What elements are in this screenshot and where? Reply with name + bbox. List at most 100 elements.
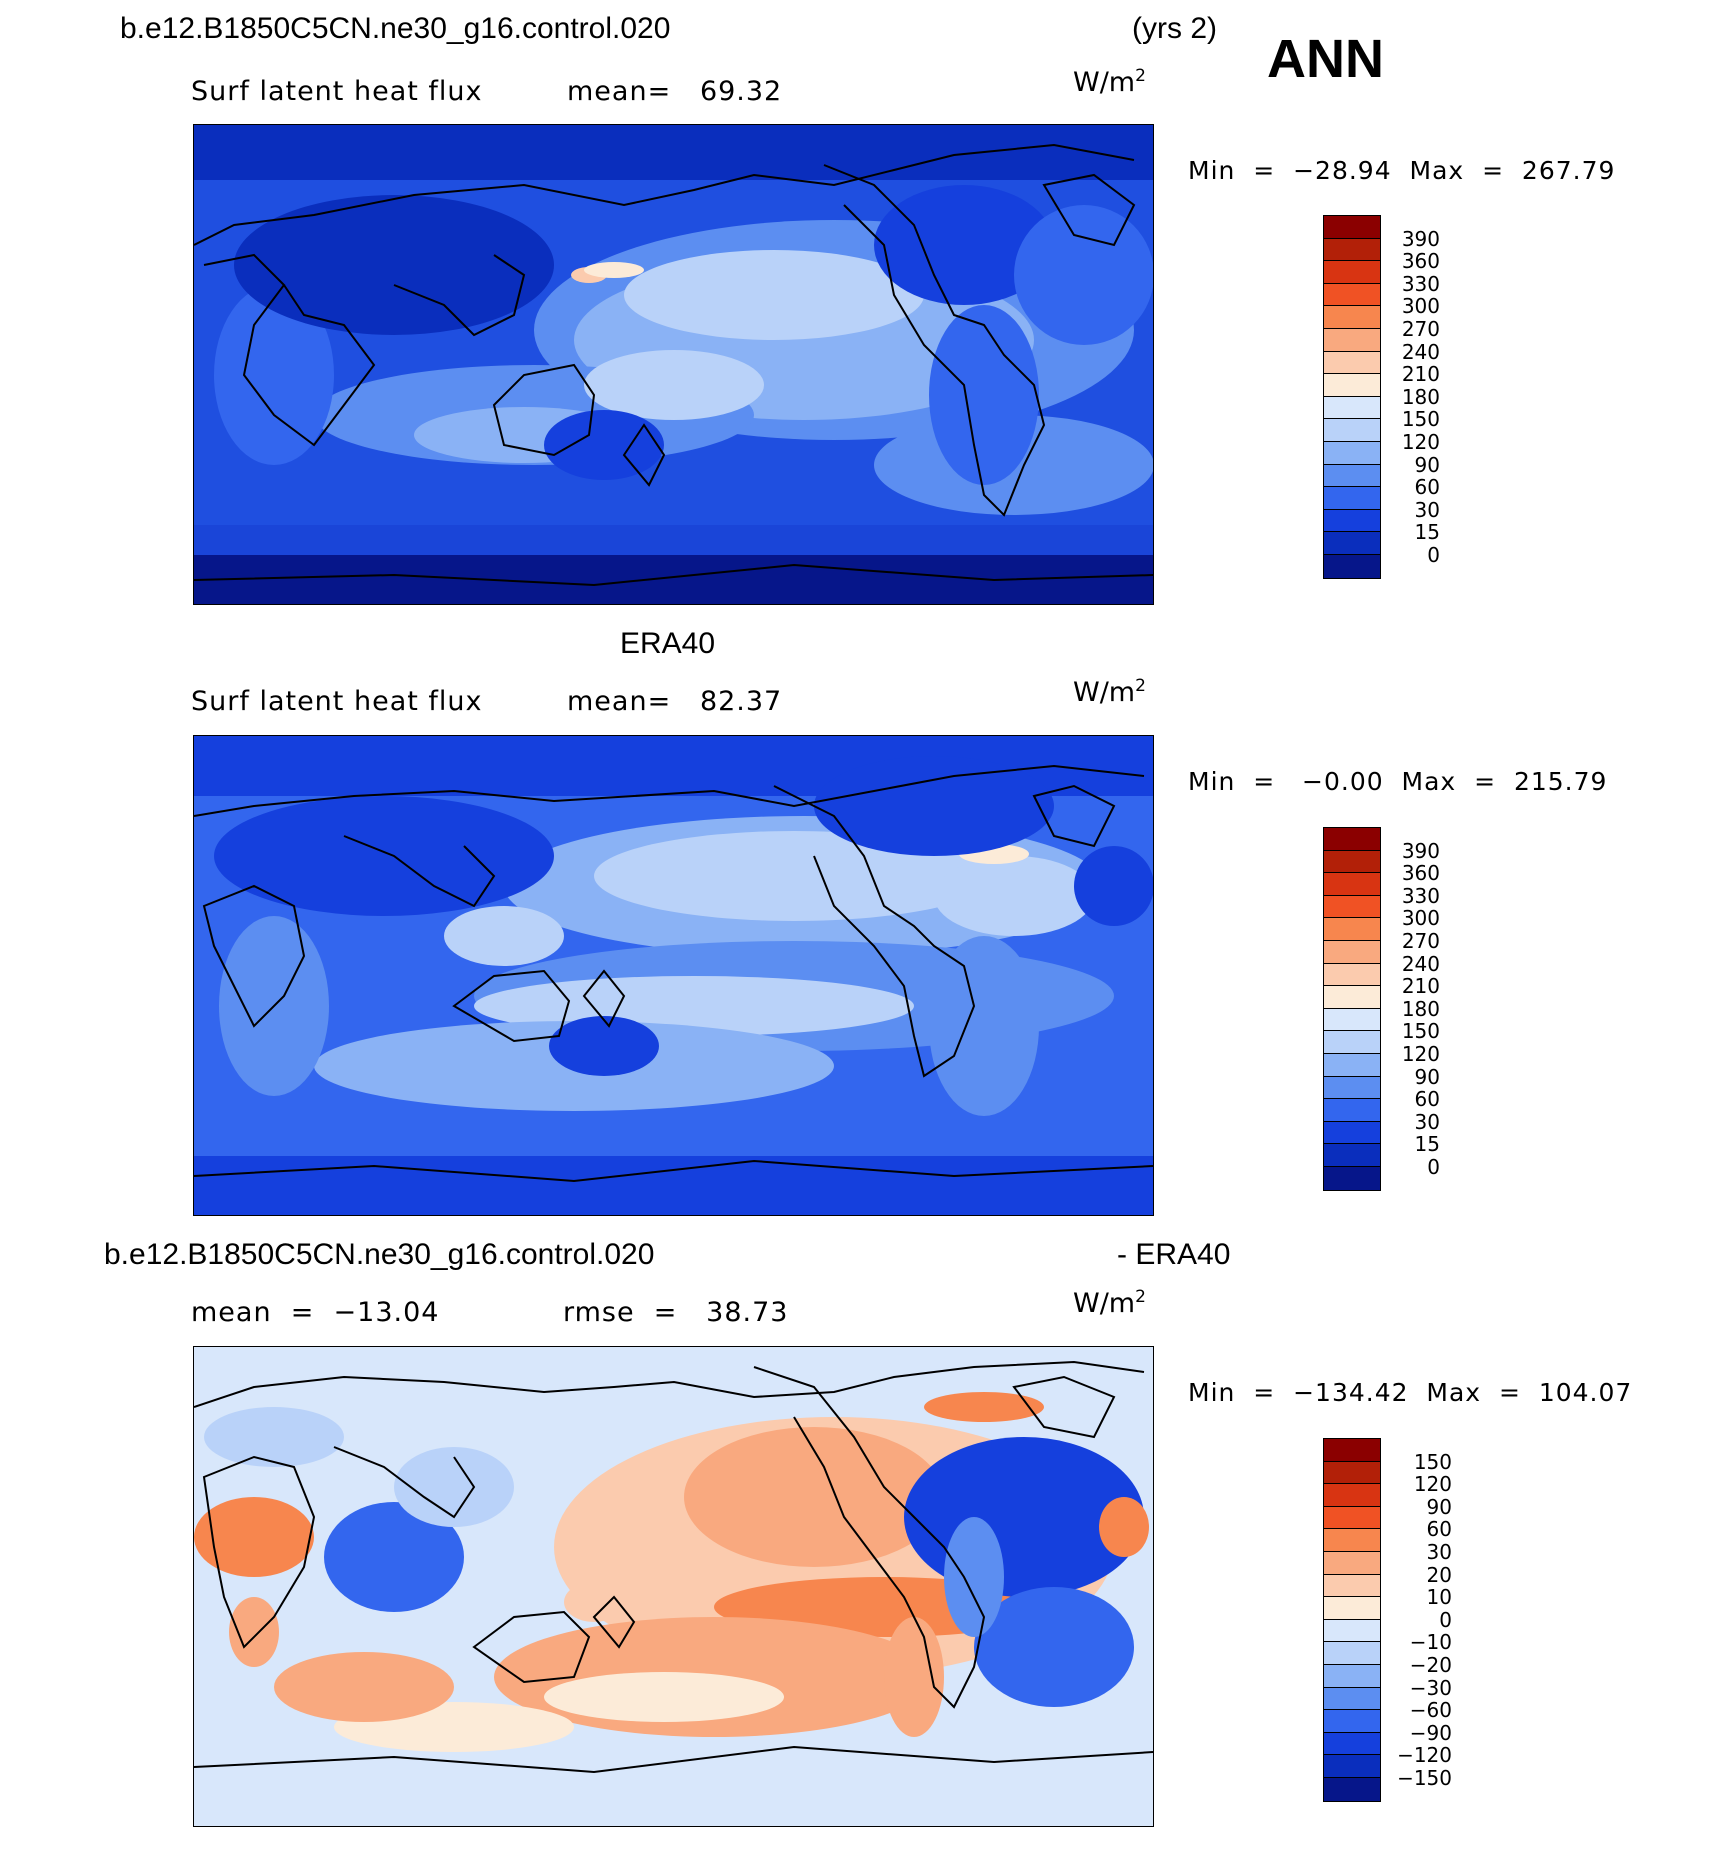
- colorbar-label: 180: [1401, 384, 1440, 409]
- colorbar-label: 210: [1401, 974, 1440, 999]
- colorbar-label: 30: [1414, 497, 1440, 522]
- colorbar-swatch: [1324, 1710, 1380, 1733]
- panel1-colorbar-labels: 390 360 330 300 270 240 210 180 150 120 90 60 30 15 0: [1386, 215, 1440, 591]
- colorbar-swatch: [1324, 1008, 1380, 1032]
- colorbar-swatch: [1324, 873, 1380, 896]
- colorbar-swatch: [1324, 850, 1380, 874]
- colorbar-label: 360: [1401, 249, 1440, 274]
- colorbar-swatch: [1324, 1461, 1380, 1485]
- colorbar-label: 10: [1426, 1585, 1452, 1610]
- panel3-rmse: rmse = 38.73: [563, 1297, 789, 1328]
- panel1-minmax: Min = −28.94 Max = 267.79: [1188, 156, 1616, 185]
- colorbar-swatch: [1324, 1619, 1380, 1643]
- colorbar-swatch: [1324, 419, 1380, 442]
- colorbar-label: −150: [1397, 1766, 1452, 1790]
- colorbar-label: 120: [1401, 1042, 1440, 1066]
- colorbar-swatch: [1324, 328, 1380, 352]
- colorbar-label: 210: [1401, 362, 1440, 387]
- panel3-colorbar-labels: 150 120 90 60 30 20 10 0 −10 −20 −30 −60 −90 −120 −150: [1386, 1438, 1452, 1814]
- colorbar-swatch: [1324, 1439, 1380, 1462]
- colorbar-swatch: [1324, 1732, 1380, 1756]
- season-label: ANN: [1267, 29, 1384, 89]
- colorbar-label: 240: [1401, 951, 1440, 976]
- colorbar-label: 300: [1401, 294, 1440, 319]
- colorbar-swatch: [1324, 216, 1380, 239]
- colorbar-swatch: [1324, 918, 1380, 941]
- colorbar-swatch: [1324, 441, 1380, 465]
- panel2-units: W/m2: [1073, 676, 1146, 708]
- case-title: b.e12.B1850C5CN.ne30_g16.control.020: [120, 12, 671, 45]
- colorbar-label: 150: [1401, 407, 1440, 432]
- colorbar-swatch: [1324, 261, 1380, 284]
- colorbar-label: −60: [1409, 1698, 1452, 1723]
- colorbar-swatch: [1324, 1597, 1380, 1620]
- colorbar-swatch: [1324, 1053, 1380, 1077]
- colorbar-swatch: [1324, 283, 1380, 307]
- colorbar-swatch: [1324, 464, 1380, 488]
- colorbar-swatch: [1324, 1099, 1380, 1122]
- colorbar-swatch: [1324, 1166, 1380, 1190]
- colorbar-label: 60: [1426, 1517, 1452, 1542]
- colorbar-swatch: [1324, 1031, 1380, 1054]
- colorbar-swatch: [1324, 1755, 1380, 1778]
- colorbar-swatch: [1324, 554, 1380, 578]
- colorbar-label: 270: [1401, 317, 1440, 341]
- colorbar-label: 390: [1401, 838, 1440, 863]
- colorbar-swatch: [1324, 532, 1380, 555]
- colorbar-label: 330: [1401, 883, 1440, 908]
- colorbar-label: −10: [1409, 1630, 1452, 1655]
- colorbar-swatch: [1324, 1484, 1380, 1507]
- colorbar-label: 0: [1427, 1155, 1440, 1179]
- panel3-title-right: - ERA40: [1117, 1238, 1231, 1271]
- colorbar-swatch: [1324, 238, 1380, 262]
- panel1-map-svg: [194, 125, 1153, 604]
- colorbar-label: 180: [1401, 996, 1440, 1021]
- colorbar-label: 90: [1426, 1494, 1452, 1519]
- colorbar-swatch: [1324, 509, 1380, 533]
- panel3-mean: mean = −13.04: [191, 1297, 440, 1328]
- panel2-colorbar-labels: 390 360 330 300 270 240 210 180 150 120 90 60 30 15 0: [1386, 827, 1440, 1203]
- panel1-units: W/m2: [1073, 66, 1146, 98]
- panel1-mean: mean= 69.32: [567, 76, 783, 107]
- colorbar-label: 150: [1401, 1019, 1440, 1044]
- panel3-minmax: Min = −134.42 Max = 104.07: [1188, 1378, 1633, 1407]
- colorbar-label: 20: [1426, 1562, 1452, 1587]
- panel2-mean: mean= 82.37: [567, 686, 783, 717]
- colorbar-swatch: [1324, 351, 1380, 375]
- colorbar-label: 30: [1426, 1540, 1452, 1564]
- colorbar-label: 0: [1427, 543, 1440, 567]
- panel3-map: [193, 1346, 1154, 1827]
- colorbar-swatch: [1324, 940, 1380, 964]
- years-label: (yrs 2): [1132, 12, 1217, 45]
- colorbar-label: −120: [1397, 1743, 1452, 1768]
- colorbar-label: 390: [1401, 226, 1440, 251]
- colorbar-swatch: [1324, 1144, 1380, 1167]
- colorbar-label: 15: [1414, 520, 1440, 545]
- colorbar-label: 300: [1401, 906, 1440, 931]
- colorbar-swatch: [1324, 1777, 1380, 1801]
- colorbar-label: 150: [1413, 1449, 1452, 1474]
- colorbar-swatch: [1324, 1076, 1380, 1100]
- panel3-title: b.e12.B1850C5CN.ne30_g16.control.020: [104, 1238, 655, 1271]
- panel1-colorbar: [1323, 215, 1381, 579]
- colorbar-label: 60: [1414, 1087, 1440, 1112]
- colorbar-label: −30: [1409, 1675, 1452, 1700]
- colorbar-swatch: [1324, 374, 1380, 397]
- panel2-map-svg: [194, 736, 1153, 1215]
- colorbar-swatch: [1324, 396, 1380, 420]
- colorbar-swatch: [1324, 1506, 1380, 1530]
- colorbar-label: −90: [1409, 1720, 1452, 1745]
- colorbar-swatch: [1324, 1529, 1380, 1552]
- panel1-variable: Surf latent heat flux: [191, 76, 483, 107]
- panel2-title: ERA40: [620, 627, 716, 660]
- panel3-units: W/m2: [1073, 1287, 1146, 1319]
- panel3-colorbar: [1323, 1438, 1381, 1802]
- colorbar-swatch: [1324, 986, 1380, 1009]
- colorbar-swatch: [1324, 828, 1380, 851]
- colorbar-swatch: [1324, 1574, 1380, 1598]
- panel2-map: [193, 735, 1154, 1216]
- colorbar-swatch: [1324, 895, 1380, 919]
- colorbar-label: 60: [1414, 475, 1440, 500]
- panel2-colorbar: [1323, 827, 1381, 1191]
- panel3-map-svg: [194, 1347, 1153, 1826]
